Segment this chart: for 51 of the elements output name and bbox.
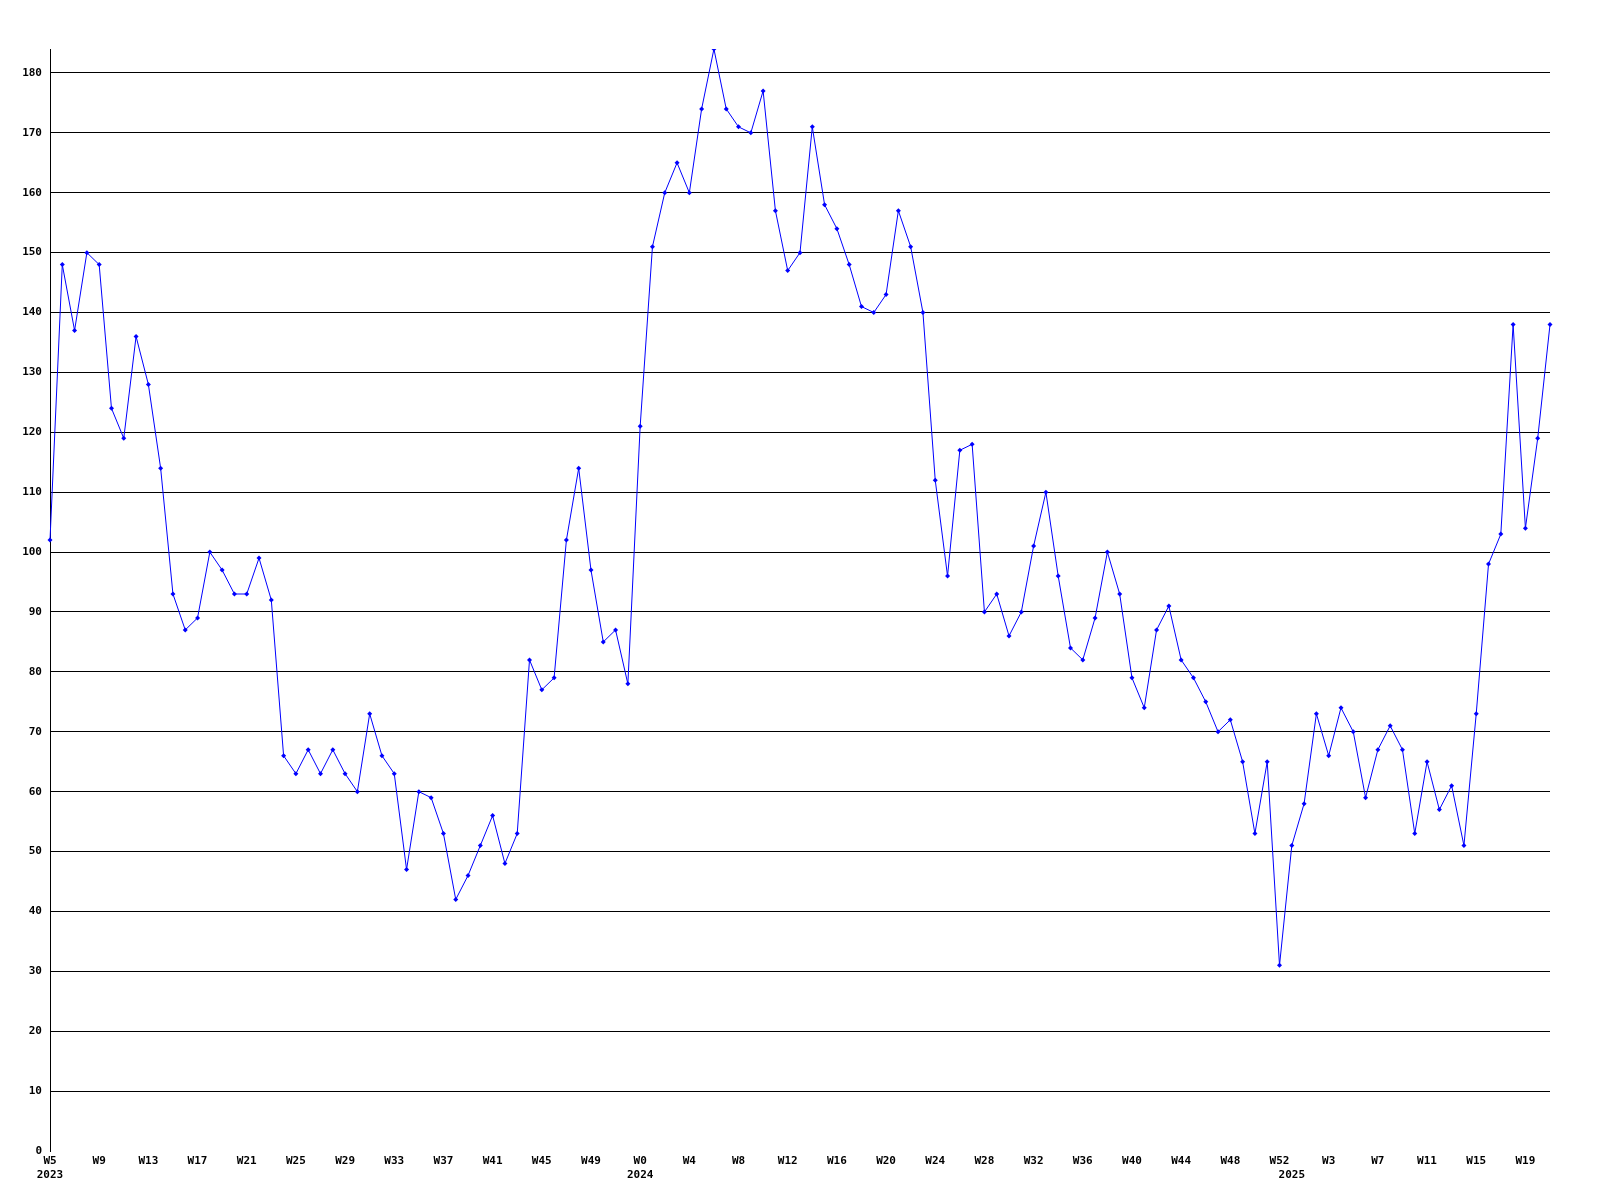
- x-tick-label: 2025: [1278, 1167, 1306, 1181]
- x-tick-label: W24: [925, 1154, 946, 1168]
- y-tick-label: 180: [22, 65, 42, 79]
- y-tick-label: 30: [28, 964, 42, 978]
- x-tick-label: W3: [1322, 1154, 1336, 1168]
- x-tick-label: W48: [1220, 1154, 1241, 1168]
- y-tick-label: 20: [28, 1024, 42, 1038]
- x-tick-label: W13: [138, 1154, 159, 1168]
- x-tick-label: W12: [777, 1154, 798, 1168]
- x-tick-label: W29: [335, 1154, 356, 1168]
- y-tick-label: 60: [28, 784, 42, 798]
- x-tick-label: W44: [1171, 1154, 1192, 1168]
- y-tick-label: 130: [22, 365, 42, 379]
- y-tick-label: 90: [28, 604, 42, 618]
- y-tick-label: 100: [22, 544, 42, 558]
- x-tick-label: W19: [1515, 1154, 1536, 1168]
- x-tick-label: W36: [1072, 1154, 1094, 1168]
- y-tick-label: 0: [35, 1143, 42, 1157]
- y-tick-label: 170: [22, 125, 42, 139]
- y-tick-label: 120: [22, 425, 42, 439]
- x-tick-label: W17: [187, 1154, 208, 1168]
- y-tick-label: 150: [22, 245, 42, 259]
- y-tick-label: 80: [28, 664, 42, 678]
- y-tick-label: 40: [28, 904, 42, 918]
- y-tick-label: 110: [22, 485, 42, 499]
- y-tick-label: 140: [22, 305, 42, 319]
- x-tick-label: W49: [581, 1154, 601, 1168]
- y-tick-label: 70: [28, 724, 42, 738]
- x-tick-label: W52: [1269, 1154, 1290, 1168]
- x-tick-label: W16: [826, 1154, 848, 1168]
- x-tick-label: W9: [92, 1154, 106, 1168]
- x-tick-label: W45: [531, 1154, 552, 1168]
- x-tick-label: W15: [1466, 1154, 1487, 1168]
- x-tick-label: W4: [682, 1154, 697, 1168]
- x-tick-label: W32: [1023, 1154, 1044, 1168]
- x-tick-label: W37: [433, 1154, 454, 1168]
- x-tick-label: W41: [482, 1154, 503, 1168]
- x-tick-label: W5 2023: [36, 1154, 64, 1181]
- x-tick-label: W0 2024: [626, 1154, 654, 1181]
- x-tick-label: W20: [876, 1154, 896, 1168]
- y-tick-label: 160: [22, 185, 42, 199]
- x-tick-label: W8: [731, 1154, 746, 1168]
- x-tick-label: W28: [974, 1154, 995, 1168]
- x-tick-label: W11: [1417, 1154, 1438, 1168]
- y-tick-label: 50: [28, 844, 42, 858]
- x-tick-label: W40: [1122, 1154, 1142, 1168]
- x-tick-label: W33: [384, 1154, 405, 1168]
- x-tick-label: W21: [236, 1154, 258, 1168]
- y-tick-label: 10: [28, 1083, 42, 1097]
- x-tick-label: W25: [285, 1154, 306, 1168]
- x-tick-label: W7: [1371, 1154, 1385, 1168]
